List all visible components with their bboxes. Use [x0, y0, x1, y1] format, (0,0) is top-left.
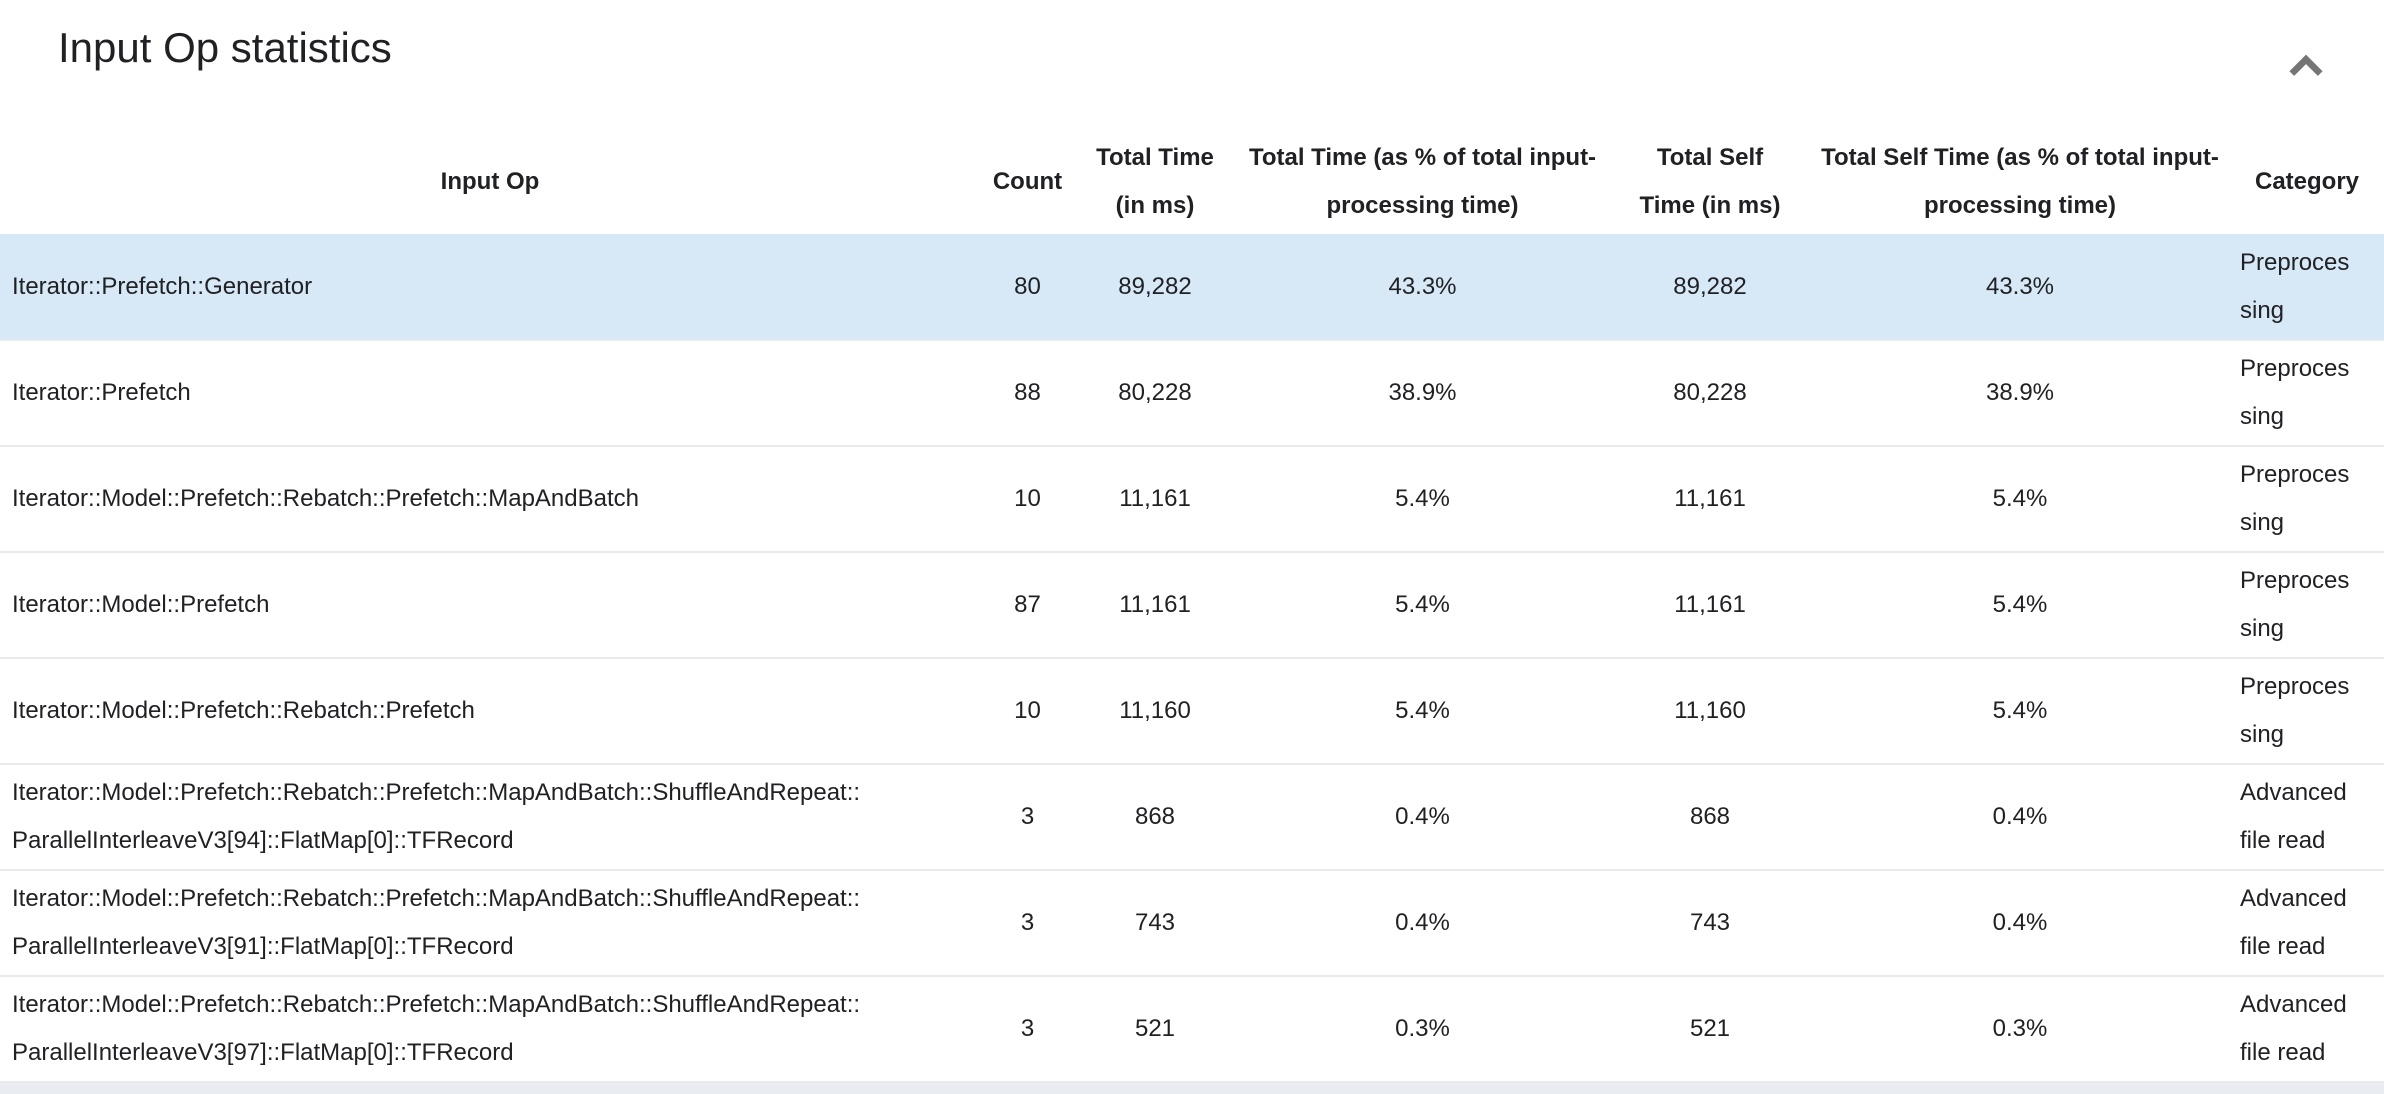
- cell-count: 87: [1014, 591, 1041, 618]
- column-header-total-self-time-pct[interactable]: Total Self Time (as % of total input-pro…: [1821, 144, 2219, 219]
- cell-total-time-ms: 11,161: [1119, 485, 1191, 512]
- table-header-row: Input Op Count Total Time (in ms) Total Tim…: [0, 130, 2384, 234]
- cell-input-op: Iterator::​Prefetch::​Generator: [12, 272, 313, 300]
- cell-input-op: Iterator::​Model::​Prefetch: [12, 591, 270, 618]
- chevron-up-icon: [2289, 54, 2323, 76]
- cell-input-op: Iterator::​Model::​Prefetch::​Rebatch::​…: [12, 991, 861, 1066]
- cell-input-op: Iterator::​Prefetch: [12, 379, 191, 406]
- cell-total-self-time-pct: 0.3%: [1992, 1015, 2048, 1042]
- cell-count: 80: [1014, 272, 1041, 300]
- column-header-count[interactable]: Count: [992, 168, 1063, 195]
- cell-total-self-time-pct: 5.4%: [1992, 697, 2048, 724]
- cell-total-time-pct: 5.4%: [1395, 697, 1450, 724]
- table-row[interactable]: Iterator::​Model::​Prefetch::​Rebatch::​…: [0, 764, 2384, 870]
- cell-total-self-time-ms: 521: [1689, 1015, 1731, 1042]
- cell-category: Preprocessing: [2240, 567, 2350, 642]
- column-header-input-op[interactable]: Input Op: [440, 168, 540, 195]
- cell-input-op: Iterator::​Model::​Prefetch::​Rebatch::​…: [12, 885, 861, 960]
- cell-total-time-pct: 0.4%: [1395, 909, 1450, 936]
- cell-count: 3: [1020, 909, 1035, 936]
- cell-total-self-time-pct: 5.4%: [1992, 485, 2048, 512]
- cell-total-self-time-pct: 5.4%: [1992, 591, 2048, 618]
- section-title: Input Op statistics: [58, 24, 392, 71]
- cell-total-self-time-ms: 11,161: [1674, 591, 1746, 618]
- column-header-total-time-ms[interactable]: Total Time (in ms): [1096, 144, 1214, 219]
- collapse-section-button[interactable]: [2278, 44, 2334, 88]
- cell-total-time-ms: 521: [1134, 1015, 1176, 1042]
- cell-total-time-pct: 38.9%: [1388, 379, 1457, 406]
- cell-category: Preprocessing: [2240, 673, 2350, 748]
- cell-count: 88: [1014, 379, 1041, 406]
- table-row[interactable]: Iterator::​Model::​Prefetch::​Rebatch::​…: [0, 446, 2384, 552]
- table-row[interactable]: Iterator::​Prefetch::​Generator 80 89,282 4…: [0, 234, 2384, 340]
- cell-total-time-ms: 80,228: [1118, 379, 1192, 406]
- table-row[interactable]: Iterator::​Model::​Prefetch::​Rebatch::​…: [0, 870, 2384, 976]
- column-header-total-time-pct[interactable]: Total Time (as % of total input-processi…: [1248, 144, 1597, 219]
- cell-total-self-time-pct: 43.3%: [1985, 272, 2055, 300]
- cell-category: Preprocessing: [2240, 355, 2350, 430]
- table-row[interactable]: Iterator::​Model::​Prefetch::​Rebatch::​…: [0, 658, 2384, 764]
- cell-total-self-time-pct: 0.4%: [1992, 909, 2048, 936]
- cell-total-self-time-ms: 80,228: [1673, 379, 1747, 406]
- cell-total-time-ms: 868: [1134, 803, 1176, 830]
- cell-input-op: Iterator::​Model::​Prefetch::​Rebatch::​…: [12, 779, 861, 854]
- cell-count: 10: [1014, 485, 1041, 512]
- cell-count: 3: [1020, 1015, 1035, 1042]
- cell-total-time-ms: 743: [1134, 909, 1176, 936]
- cell-category: Advanced file read: [2240, 779, 2347, 854]
- cell-total-self-time-ms: 11,161: [1674, 485, 1746, 512]
- cell-count: 10: [1014, 697, 1041, 724]
- input-op-stats-table: Input Op Count Total Time (in ms) Total Tim…: [0, 130, 2384, 1083]
- column-header-total-self-time-ms[interactable]: Total Self Time (in ms): [1639, 144, 1781, 219]
- cell-count: 3: [1020, 803, 1035, 830]
- cell-category: Preprocessing: [2240, 248, 2350, 324]
- cell-input-op: Iterator::​Model::​Prefetch::​Rebatch::​…: [12, 697, 475, 724]
- cell-category: Advanced file read: [2240, 991, 2347, 1066]
- table-row[interactable]: Iterator::​Prefetch 88 80,228 38.9% 80,228 38…: [0, 340, 2384, 446]
- cell-total-time-pct: 5.4%: [1395, 485, 1450, 512]
- cell-total-time-pct: 0.4%: [1395, 803, 1450, 830]
- section-header: Input Op statistics: [0, 0, 2384, 130]
- cell-total-time-pct: 43.3%: [1388, 272, 1457, 300]
- table-row[interactable]: Iterator::​Model::​Prefetch::​Rebatch::​…: [0, 976, 2384, 1082]
- partial-next-row: [0, 1083, 2384, 1094]
- cell-total-time-ms: 89,282: [1118, 272, 1192, 300]
- cell-total-self-time-ms: 11,160: [1674, 697, 1746, 724]
- cell-total-self-time-pct: 38.9%: [1985, 379, 2055, 406]
- cell-total-time-ms: 11,160: [1119, 697, 1191, 724]
- cell-category: Advanced file read: [2240, 885, 2347, 960]
- column-header-category[interactable]: Category: [2254, 168, 2360, 195]
- table-row[interactable]: Iterator::​Model::​Prefetch 87 11,161 5.4% 1…: [0, 552, 2384, 658]
- cell-total-self-time-pct: 0.4%: [1992, 803, 2048, 830]
- cell-input-op: Iterator::​Model::​Prefetch::​Rebatch::​…: [12, 485, 639, 512]
- cell-total-time-pct: 0.3%: [1395, 1015, 1450, 1042]
- cell-category: Preprocessing: [2240, 461, 2350, 536]
- cell-total-self-time-ms: 89,282: [1673, 272, 1747, 300]
- cell-total-self-time-ms: 868: [1689, 803, 1731, 830]
- cell-total-time-pct: 5.4%: [1395, 591, 1450, 618]
- cell-total-time-ms: 11,161: [1119, 591, 1191, 618]
- cell-total-self-time-ms: 743: [1689, 909, 1731, 936]
